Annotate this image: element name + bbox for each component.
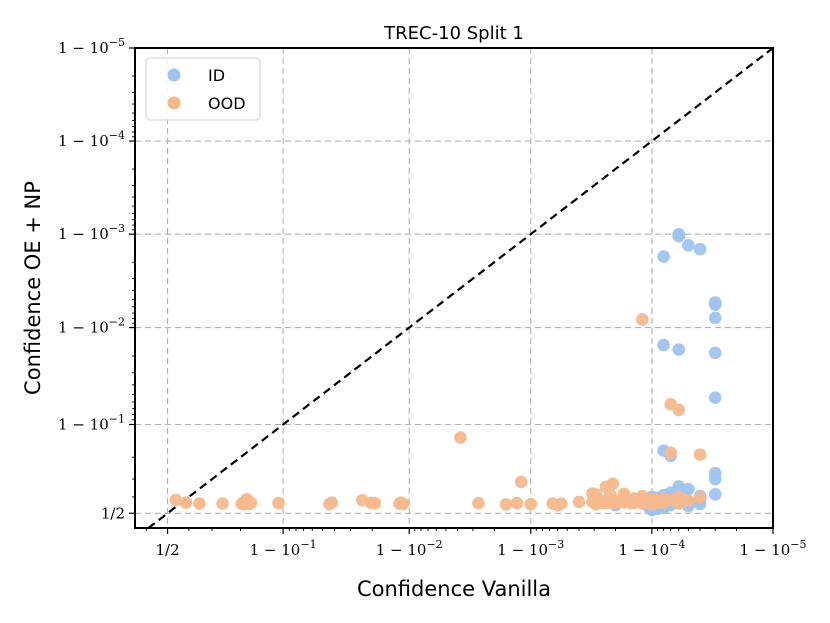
legend-marker-id: [167, 68, 181, 82]
plot-frame: [134, 47, 774, 529]
y-tick-label: 1 − 10−5: [58, 36, 125, 57]
y-tick-label: 1 − 10−4: [58, 129, 125, 150]
data-points: [169, 227, 722, 517]
ood-point: [272, 496, 285, 510]
id-point: [682, 482, 695, 496]
axis-ticks: [129, 47, 774, 534]
ood-point: [572, 495, 586, 509]
id-point: [708, 391, 722, 405]
id-point: [708, 298, 722, 311]
diagonal-reference: [147, 47, 774, 529]
ood-point: [672, 403, 686, 417]
y-tick-labels: 1/2 1 − 10−1 1 − 10−2 1 − 10−3 1 − 10−4 1 − 1…: [58, 36, 125, 522]
ood-point: [368, 496, 382, 510]
ood-point: [551, 498, 564, 512]
x-tick-label: 1 − 10−2: [376, 538, 443, 559]
ood-point: [472, 496, 485, 510]
x-tick-label: 1/2: [155, 541, 179, 559]
ood-point: [524, 497, 538, 511]
id-point: [657, 250, 670, 263]
id-point: [708, 488, 722, 501]
id-point: [672, 229, 686, 243]
legend-label-ood: OOD: [208, 94, 246, 113]
id-point: [708, 472, 722, 486]
legend-label-id: ID: [208, 66, 225, 85]
y-tick-label: 1 − 10−3: [58, 222, 125, 243]
id-point: [657, 338, 670, 352]
series-ood: [169, 313, 707, 512]
x-tick-label: 1 − 10−5: [740, 538, 807, 559]
ood-point: [624, 496, 637, 510]
ood-point: [604, 495, 617, 509]
x-axis-title: Confidence Vanilla: [357, 577, 551, 601]
y-tick-label: 1/2: [101, 504, 125, 522]
ood-point: [396, 497, 410, 511]
y-tick-label: 1 − 10−1: [58, 412, 125, 433]
ood-point: [636, 313, 649, 326]
grid-lines: [135, 48, 773, 528]
ood-point: [636, 496, 649, 510]
legend: ID OOD: [145, 57, 261, 121]
ood-point: [510, 496, 524, 510]
id-point: [708, 311, 722, 325]
ood-point: [693, 448, 707, 461]
id-point: [672, 343, 686, 356]
ood-point: [499, 498, 513, 511]
x-tick-label: 1 − 10−4: [618, 538, 685, 559]
ood-point: [193, 497, 206, 510]
ood-point: [323, 497, 336, 511]
ood-point: [682, 494, 695, 507]
x-tick-labels: 1/2 1 − 10−1 1 − 10−2 1 − 10−3 1 − 10−4 1 − 1…: [155, 538, 806, 559]
legend-marker-ood: [167, 96, 181, 110]
x-tick-label: 1 − 10−3: [497, 538, 564, 559]
id-point: [693, 242, 707, 256]
diagonal-line: [147, 47, 774, 529]
ood-point: [664, 446, 677, 460]
y-tick-label: 1 − 10−2: [58, 316, 125, 337]
ood-point: [216, 497, 229, 510]
chart-title: TREC-10 Split 1: [383, 23, 524, 44]
ood-point: [235, 497, 249, 510]
ood-point: [672, 497, 686, 510]
ood-point: [514, 475, 528, 489]
ood-point: [169, 493, 183, 507]
id-point: [708, 346, 722, 360]
y-axis-title: Confidence OE + NP: [21, 181, 45, 395]
ood-point: [179, 496, 193, 509]
ood-point: [589, 498, 603, 511]
x-tick-label: 1 − 10−1: [250, 538, 317, 559]
ood-point: [693, 491, 707, 505]
id-point: [682, 239, 695, 252]
ood-point: [645, 498, 659, 511]
ood-point: [454, 431, 467, 444]
